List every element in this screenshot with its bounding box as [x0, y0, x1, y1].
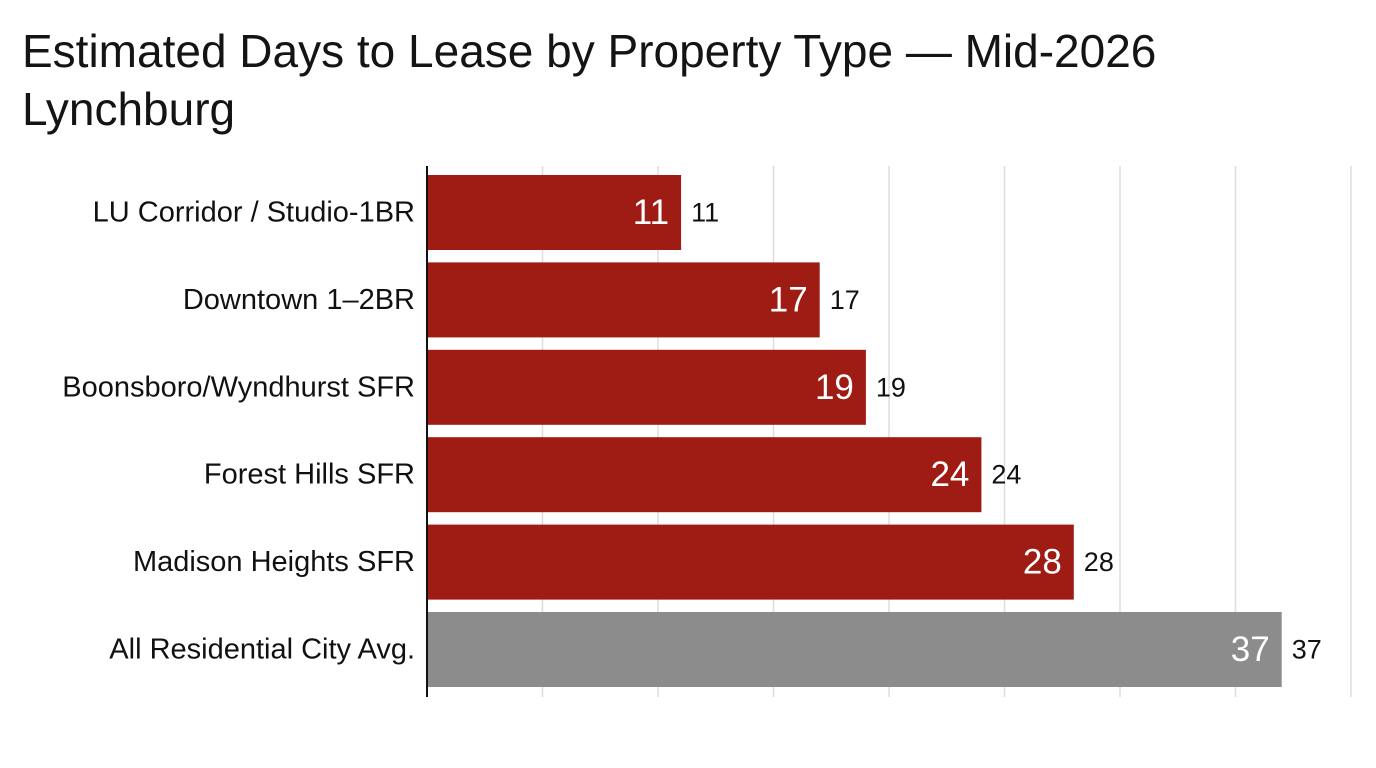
data-label-inside: 11 [633, 193, 669, 232]
data-label-inside: 17 [769, 280, 808, 319]
bars: 11 11 17 17 19 19 24 24 28 28 37 37 [427, 175, 1322, 687]
category-label: All Residential City Avg. [109, 634, 415, 666]
category-label: LU Corridor / Studio-1BR [93, 197, 415, 229]
data-label-outside: 37 [1292, 635, 1322, 665]
data-label-inside: 28 [1023, 543, 1062, 582]
category-label: Downtown 1–2BR [183, 284, 415, 316]
category-labels: LU Corridor / Studio-1BR Downtown 1–2BR Bo… [62, 197, 415, 666]
bar [427, 437, 982, 513]
bar [427, 349, 866, 425]
bar [427, 175, 682, 250]
bar [427, 262, 820, 338]
data-label-outside: 19 [876, 372, 906, 402]
data-label-outside: 28 [1084, 547, 1114, 577]
bar [427, 612, 1282, 687]
data-label-inside: 19 [815, 368, 854, 407]
bar [427, 524, 1074, 600]
category-label: Forest Hills SFR [204, 459, 415, 491]
data-label-outside: 17 [830, 285, 860, 315]
category-label: Boonsboro/Wyndhurst SFR [62, 371, 415, 403]
data-label-inside: 37 [1231, 630, 1270, 669]
data-label-outside: 24 [991, 460, 1021, 490]
data-label-outside: 11 [691, 198, 719, 228]
grid-lines [541, 166, 1352, 697]
data-label-inside: 24 [930, 455, 969, 494]
category-label: Madison Heights SFR [133, 546, 415, 578]
chart-title: Estimated Days to Lease by Property Type… [22, 25, 1157, 135]
